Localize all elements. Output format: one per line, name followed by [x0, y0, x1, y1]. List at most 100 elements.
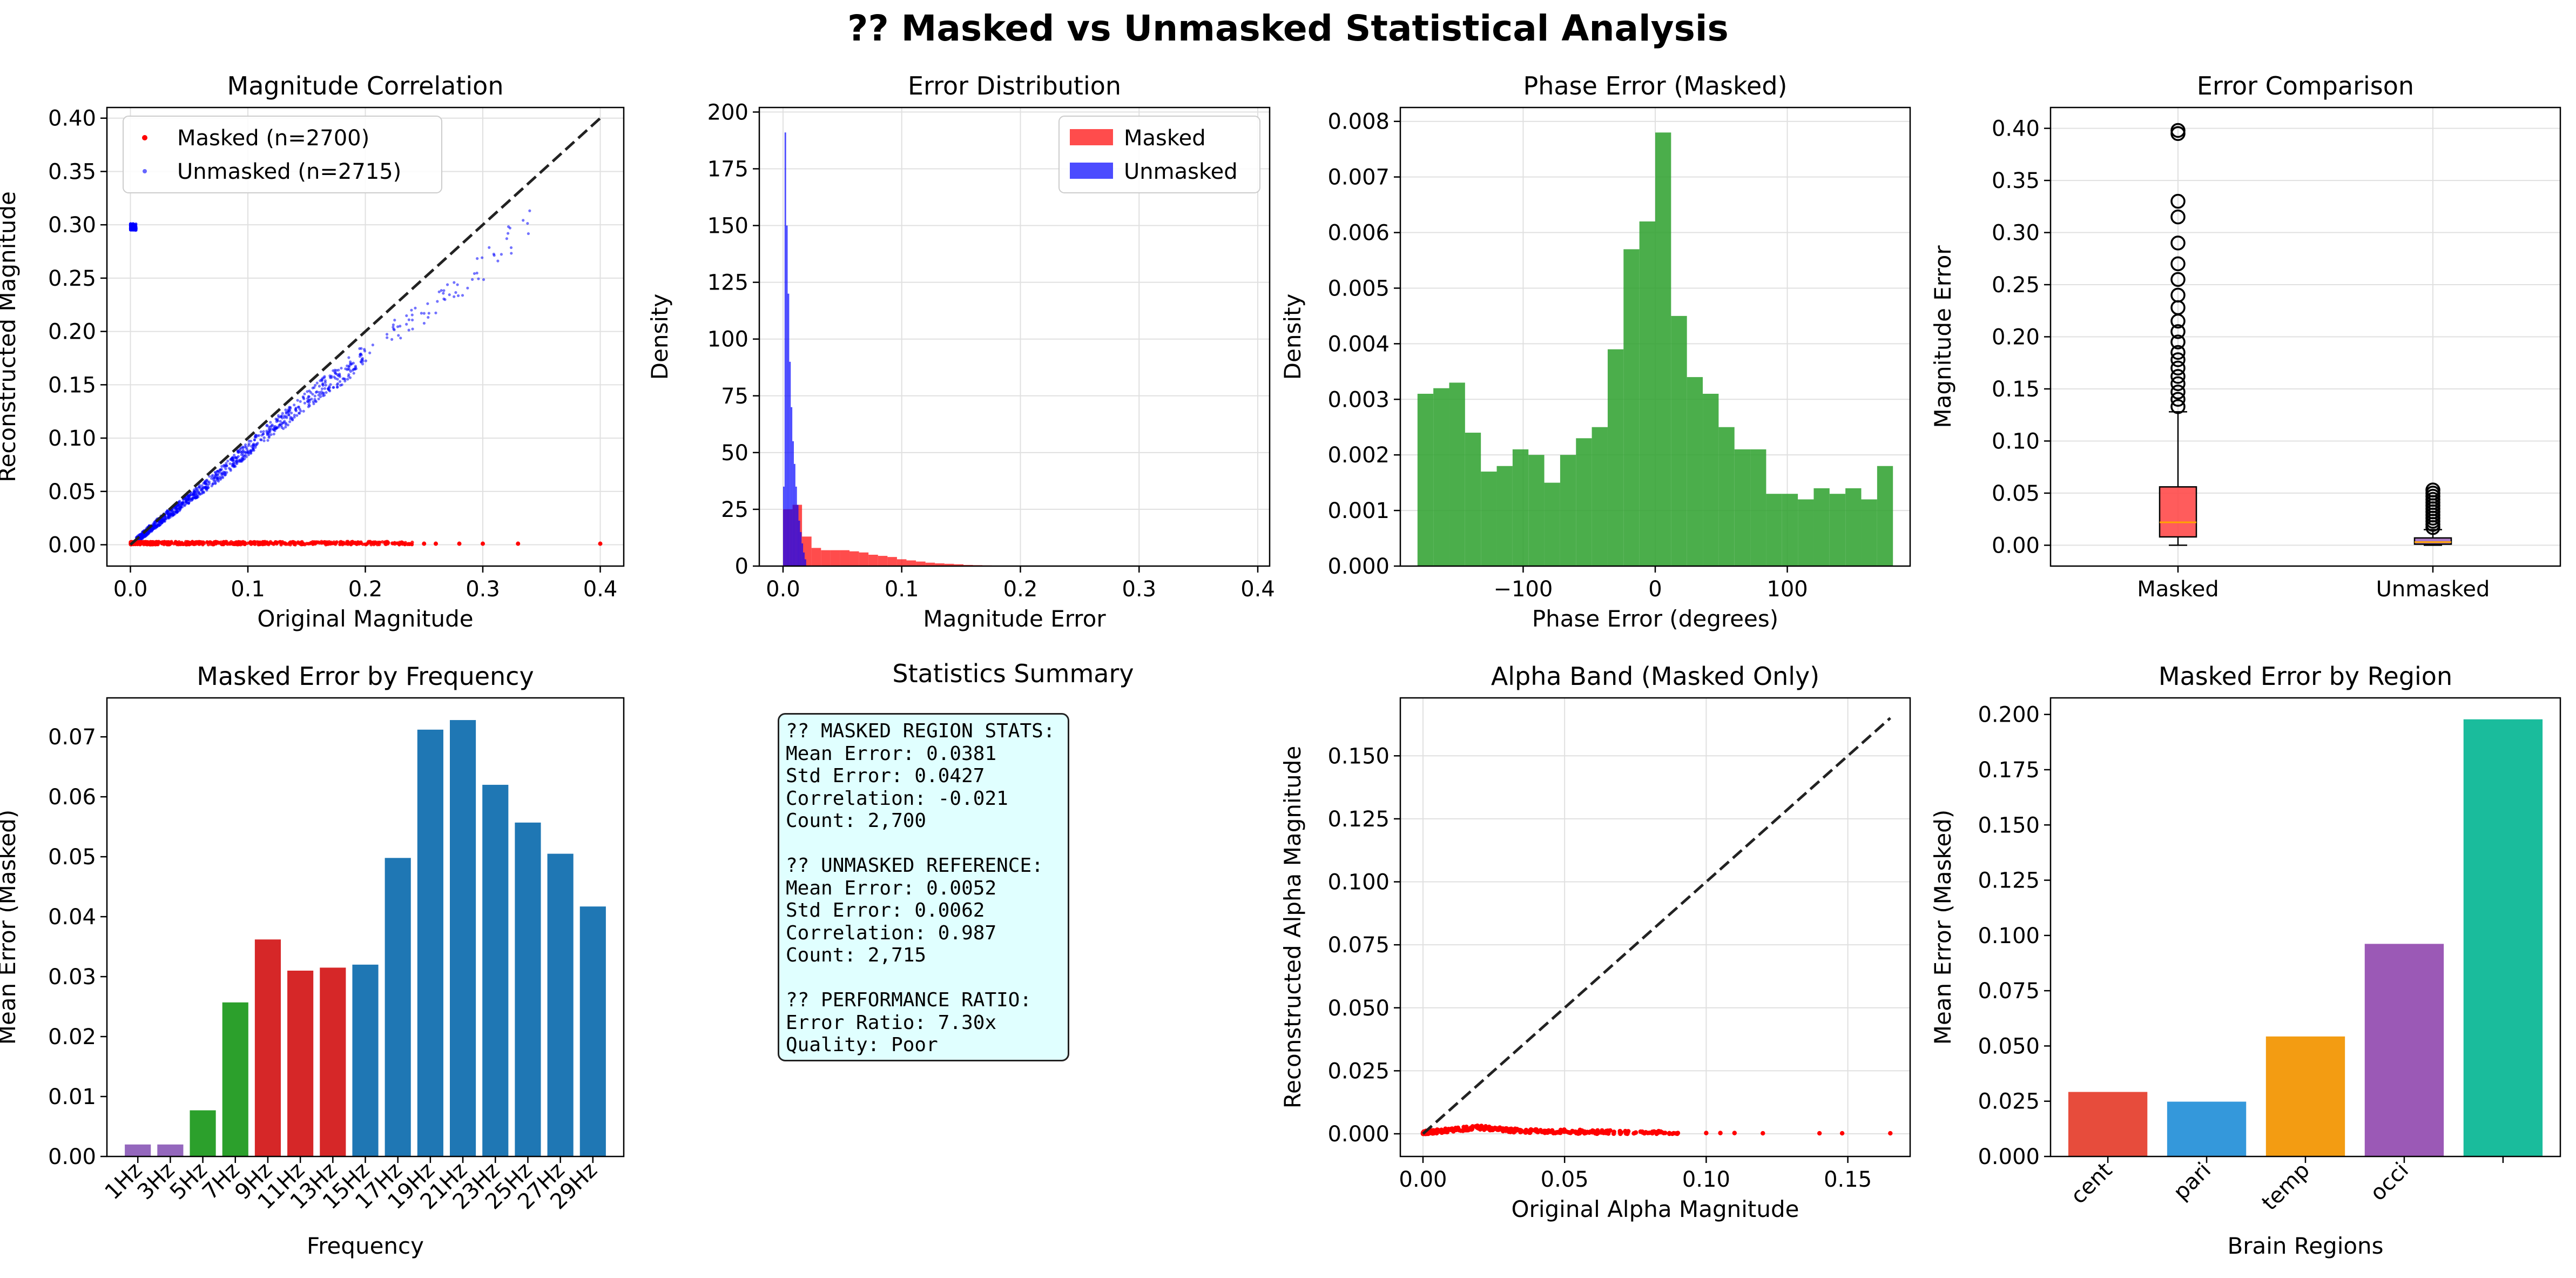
unmasked-point — [323, 394, 326, 397]
unmasked-point — [313, 394, 316, 398]
unmasked-point — [347, 364, 351, 368]
masked-point — [323, 540, 327, 544]
unmasked-hist-bar — [793, 463, 795, 566]
unmasked-point — [306, 390, 309, 393]
phase-hist-bar — [1734, 449, 1751, 566]
phase-hist-bar — [1449, 382, 1465, 566]
unmasked-point — [205, 488, 208, 492]
unmasked-point — [407, 318, 410, 321]
y-tick-label: 0.000 — [1327, 554, 1390, 579]
unmasked-point — [272, 427, 275, 431]
legend-label-masked: Masked — [1124, 126, 1206, 151]
x-tick-label: 0.1 — [231, 577, 265, 602]
x-axis-label: Frequency — [307, 1233, 424, 1259]
masked-point — [149, 543, 152, 547]
unmasked-point — [247, 444, 251, 447]
unmasked-point — [325, 391, 328, 394]
summary-line: Correlation: 0.987 — [786, 921, 997, 944]
y-axis-label: Magnitude Error — [1930, 245, 1956, 428]
unmasked-point — [319, 392, 322, 396]
region-bar — [2463, 719, 2543, 1156]
unmasked-point — [456, 283, 459, 286]
masked-point — [422, 541, 427, 546]
masked-point — [434, 541, 438, 546]
statistics-summary-title: Statistics Summary — [892, 659, 1134, 688]
y-tick-label: 0.007 — [1327, 165, 1390, 190]
unmasked-point — [303, 401, 306, 405]
y-tick-label: 0.000 — [1327, 1122, 1390, 1147]
y-tick-label: 0.150 — [1978, 813, 2040, 838]
unmasked-point — [311, 393, 314, 396]
unmasked-point — [208, 482, 211, 486]
alpha-point — [1633, 1130, 1638, 1135]
unmasked-point — [195, 487, 198, 490]
unmasked-point — [171, 511, 174, 514]
unmasked-point — [312, 402, 315, 406]
alpha-point — [1619, 1130, 1624, 1135]
unmasked-point — [443, 298, 447, 301]
alpha-point — [1455, 1125, 1461, 1131]
y-tick-label: 0.30 — [48, 213, 96, 238]
unmasked-point — [393, 319, 396, 322]
unmasked-point — [323, 387, 327, 390]
unmasked-point — [272, 433, 275, 436]
unmasked-point — [392, 327, 395, 331]
unmasked-point — [245, 446, 248, 449]
masked-point — [380, 540, 385, 544]
unmasked-point — [219, 477, 222, 481]
unmasked-point — [261, 432, 265, 435]
y-tick-label: 0.40 — [1992, 117, 2040, 142]
masked-point — [194, 541, 198, 545]
unmasked-point — [407, 328, 410, 332]
unmasked-point — [349, 370, 352, 373]
unmasked-point — [238, 458, 241, 461]
unmasked-point — [214, 482, 217, 485]
unmasked-point — [446, 283, 449, 286]
x-axis-label: Magnitude Error — [923, 606, 1106, 632]
legend-swatch-unmasked — [1070, 163, 1113, 179]
y-tick-label: 0.40 — [48, 106, 96, 131]
unmasked-point — [315, 381, 319, 385]
masked-point — [481, 541, 485, 546]
unmasked-point — [371, 344, 374, 347]
unmasked-point — [226, 459, 230, 463]
unmasked-point — [440, 289, 443, 292]
unmasked-point — [328, 374, 332, 378]
frequency-bar — [449, 720, 476, 1156]
masked-hist-bar — [935, 563, 945, 566]
unmasked-point — [161, 521, 164, 524]
box-outlier — [2170, 256, 2186, 272]
unmasked-point — [350, 362, 353, 366]
unmasked-point — [347, 356, 350, 359]
masked-point — [168, 540, 173, 544]
y-tick-label: 0.004 — [1327, 332, 1390, 357]
unmasked-point — [207, 486, 210, 489]
unmasked-point — [422, 321, 426, 325]
unmasked-point — [188, 493, 192, 496]
figure-title: ?? Masked vs Unmasked Statistical Analys… — [847, 8, 1729, 49]
unmasked-point — [527, 232, 530, 236]
y-tick-label: 0.15 — [48, 373, 96, 398]
y-tick-label: 0.025 — [1978, 1089, 2040, 1114]
y-tick-label: 0.25 — [1992, 273, 2040, 298]
unmasked-point — [186, 495, 190, 498]
masked-point — [224, 541, 228, 545]
unmasked-point — [414, 306, 417, 310]
y-tick-label: 0.150 — [1327, 744, 1390, 769]
frequency-bar — [157, 1144, 184, 1156]
unmasked-point — [397, 334, 400, 337]
legend: Masked (n=2700) Unmasked (n=2715) — [123, 116, 442, 193]
unmasked-point — [346, 378, 349, 381]
phase-hist-bar — [1813, 488, 1830, 566]
unmasked-point — [266, 432, 269, 435]
x-tick-label: 0.0 — [113, 577, 148, 602]
unmasked-point — [134, 225, 138, 228]
unmasked-point — [253, 438, 256, 442]
unmasked-point — [284, 423, 287, 426]
unmasked-point — [386, 336, 389, 339]
phase-hist-bar — [1639, 221, 1655, 566]
masked-point — [231, 541, 235, 545]
y-tick-label: 0.35 — [48, 159, 96, 184]
unmasked-point — [151, 529, 154, 532]
unmasked-point — [187, 502, 190, 505]
